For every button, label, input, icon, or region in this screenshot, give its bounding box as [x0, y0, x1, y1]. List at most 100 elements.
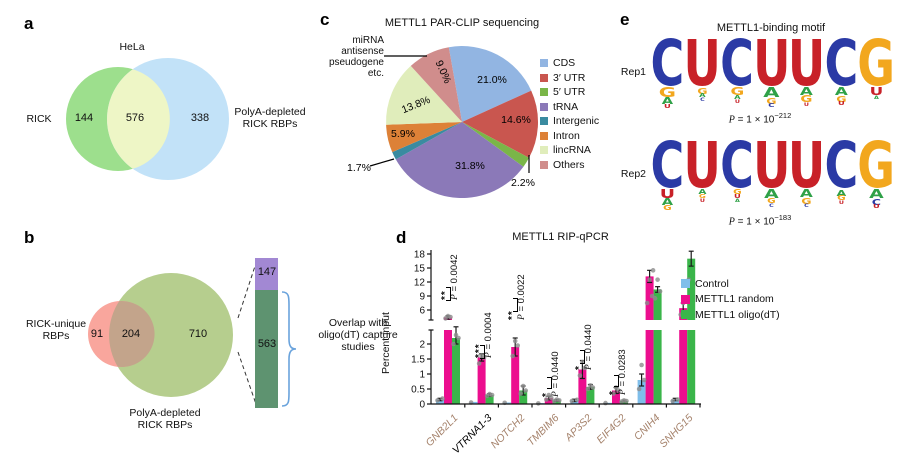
legend-label: tRNA	[553, 100, 579, 113]
pct-label-3utr: 14.6%	[501, 114, 531, 126]
logo-main-letter: U	[787, 127, 826, 203]
rep1-p-value: P = 1 × 10−212	[728, 111, 792, 126]
venn-a-right-count: 338	[190, 112, 210, 124]
venn-a-diagram	[66, 58, 229, 180]
logo-main-letter: U	[787, 25, 826, 101]
y-tick-label: 18	[414, 249, 426, 260]
logo-sub-letter: A	[661, 95, 674, 107]
logo-main-letter: G	[857, 127, 896, 203]
replicate-dot	[650, 268, 656, 273]
replicate-dot	[621, 398, 627, 403]
replicate-dot	[510, 353, 515, 359]
logo-main-letter: C	[650, 127, 685, 203]
bar-VTRNA1-3-1	[477, 357, 486, 404]
pie-slice-cds	[448, 46, 532, 122]
bar-lower-GNB2L1-1	[444, 330, 452, 404]
logo-sub-letter: A	[800, 84, 814, 98]
legend-label: METTL1 random	[695, 293, 774, 306]
venn-b-right-count: 710	[188, 328, 208, 340]
panel-e-label: e	[620, 10, 630, 29]
pct-label-intergenic: 1.7%	[347, 162, 371, 174]
y-tick-label: 12	[414, 277, 426, 288]
pie-slice-trna	[395, 122, 524, 199]
replicate-dot	[574, 397, 580, 403]
replicate-dot	[588, 383, 593, 388]
replicate-dot	[523, 388, 528, 393]
y-tick-label: 1.5	[411, 355, 425, 366]
stacked-bar-top-count: 147	[257, 266, 277, 278]
logo-sub-letter: U	[837, 100, 845, 107]
bar-upper-CNIH4-2	[653, 289, 662, 320]
bar-AP3S2-0	[570, 400, 579, 404]
pie-title: METTL1 PAR-CLIP sequencing	[384, 17, 540, 29]
venn-b-diagram	[88, 258, 297, 408]
logo-sub-letter: G	[658, 84, 676, 101]
replicate-dot	[639, 362, 644, 368]
y-tick-label: 2	[419, 340, 425, 351]
rep2-label: Rep2	[620, 168, 646, 180]
bar-lower-CNIH4-1	[645, 330, 654, 404]
replicate-dot	[675, 397, 680, 402]
panel-b-label: b	[24, 228, 35, 247]
venn-a-right-set-label: PolyA-depleted RICK RBPs	[234, 106, 306, 130]
rep2-p-value: P = 1 × 10−183	[728, 213, 792, 228]
legend-swatch	[681, 310, 690, 320]
bar-legend-item: Control	[681, 276, 780, 292]
bar-NOTCH2-1	[511, 347, 520, 404]
stacked-bar-top-segment	[255, 258, 278, 290]
pie-chart	[369, 46, 539, 199]
pie-slice-5utr	[462, 122, 529, 167]
legend-swatch	[540, 117, 548, 126]
logo-sub-letter: U	[734, 98, 740, 104]
logo-main-letter: U	[683, 127, 721, 203]
replicate-dot	[546, 392, 552, 398]
bar-CNIH4-0	[637, 380, 646, 404]
bar-NOTCH2-2	[519, 390, 528, 404]
pct-label-intron: 5.9%	[391, 128, 415, 140]
bar-EIF4G2-1	[612, 390, 620, 404]
legend-label: Intergenic	[553, 115, 600, 128]
bar-chart-title: METTL1 RIP-qPCR	[512, 231, 609, 243]
logo-sub-letter: C	[871, 196, 881, 207]
bar-VTRNA1-3-2	[485, 395, 494, 404]
significance-bracket	[580, 350, 585, 364]
replicate-dot	[487, 391, 492, 397]
bar-AP3S2-2	[586, 386, 595, 404]
panel-a-label: a	[24, 14, 34, 33]
bar-legend-item: METTL1 oligo(dT)	[681, 307, 780, 323]
legend-label: Control	[695, 277, 729, 290]
logo-sub-letter: G	[730, 84, 744, 98]
bar-chart: 6 9 12 15 18 0 0.5 1 1.5 2	[411, 249, 701, 411]
bar-VTRNA1-3-0	[469, 401, 478, 404]
callout-dashed-line-top	[237, 259, 258, 319]
logo-main-letter: U	[753, 127, 791, 203]
legend-swatch	[681, 279, 690, 289]
bar-TMBIM6-2	[552, 400, 561, 404]
logo-sub-letter: U	[733, 193, 741, 200]
replicate-dot	[644, 300, 650, 306]
legend-swatch	[681, 294, 690, 304]
venn-b-left-count: 91	[90, 328, 104, 340]
logo-sub-letter: A	[873, 94, 879, 100]
venn-a-overlap	[107, 69, 170, 169]
panel-d-label: d	[396, 228, 407, 247]
logo-sub-letter: A	[698, 187, 707, 196]
replicate-dot	[652, 296, 658, 301]
logo-sub-letter: U	[869, 84, 883, 98]
pie-legend-item: lincRNA	[540, 143, 599, 158]
bar-AP3S2-1	[578, 369, 587, 404]
logo-main-letter: U	[753, 25, 791, 101]
motif-title: METTL1-binding motif	[716, 22, 826, 34]
pie-legend-item: Intergenic	[540, 114, 599, 129]
replicate-dot	[569, 398, 575, 404]
callout-dashed-line-bottom	[237, 351, 258, 408]
logo-sub-letter: A	[868, 186, 884, 201]
replicate-dot	[445, 313, 451, 319]
legend-label: 3′ UTR	[553, 71, 586, 84]
